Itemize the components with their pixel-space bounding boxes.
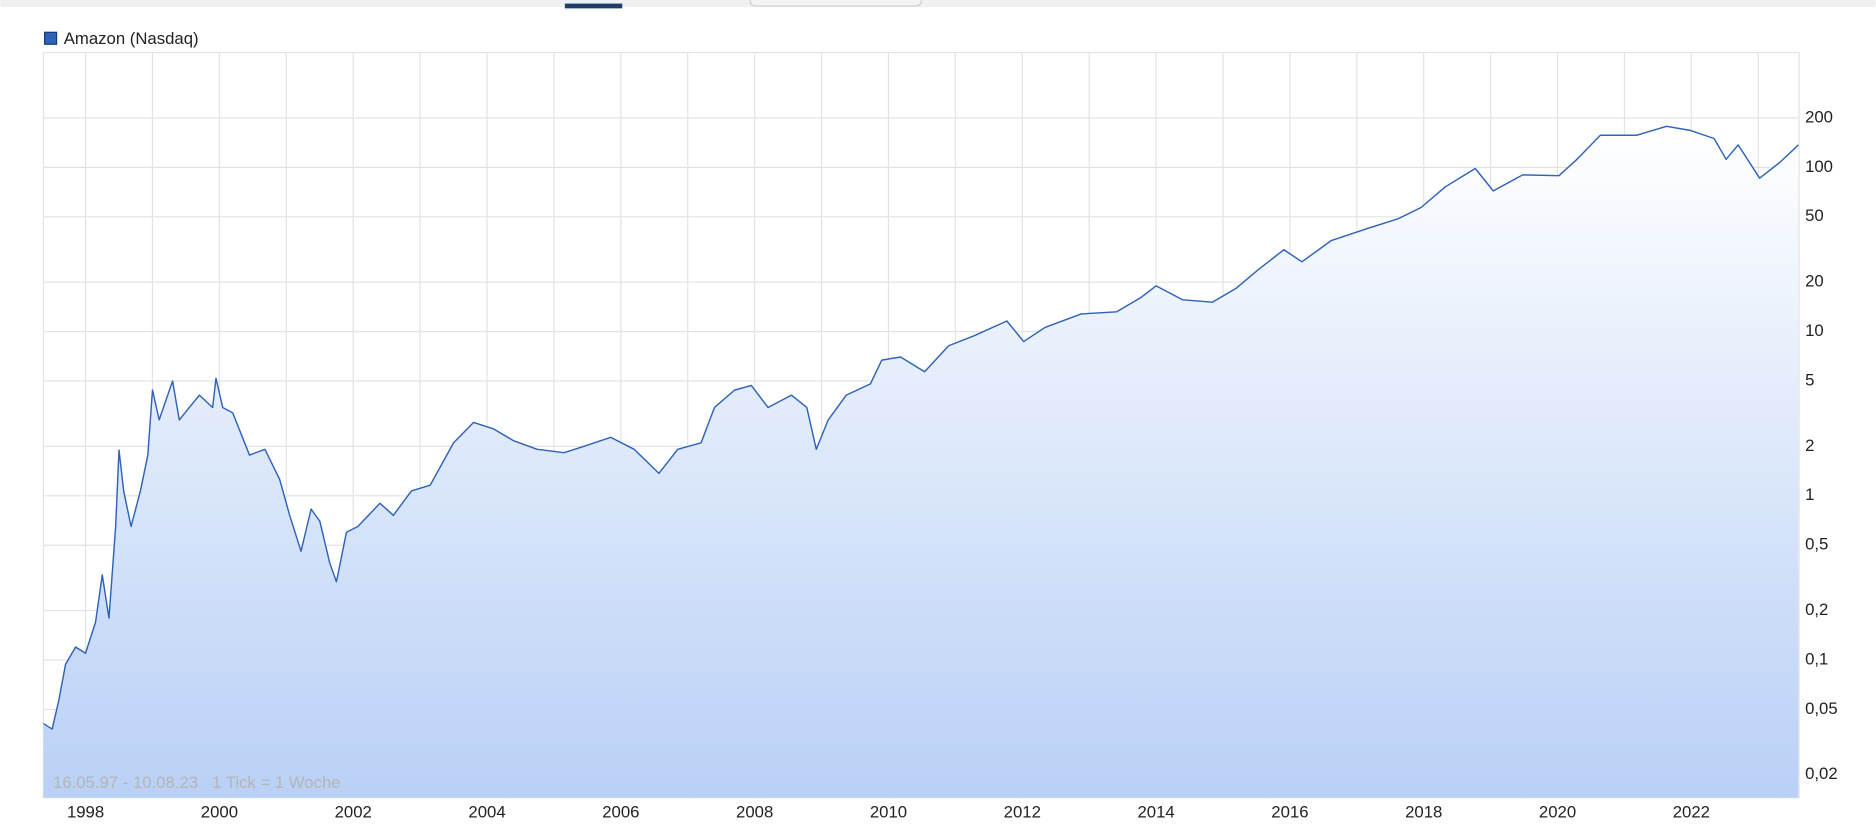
legend-swatch bbox=[44, 31, 58, 45]
area bbox=[43, 126, 1799, 798]
x-tick-label: 2004 bbox=[468, 803, 505, 822]
x-tick-label: 2016 bbox=[1271, 803, 1308, 822]
x-tick-label: 2018 bbox=[1405, 803, 1442, 822]
x-tick-label: 2010 bbox=[870, 803, 907, 822]
footnote: 16.05.97 - 10.08.23 1 Tick = 1 Woche bbox=[53, 773, 341, 792]
y-tick-label: 2 bbox=[1805, 436, 1814, 455]
y-tick-label: 0,5 bbox=[1805, 535, 1828, 554]
top-bar bbox=[0, 0, 1876, 8]
y-tick-label: 0,2 bbox=[1805, 600, 1828, 619]
y-tick-label: 0,1 bbox=[1805, 649, 1828, 668]
x-tick-label: 2006 bbox=[602, 803, 639, 822]
y-tick-label: 0,02 bbox=[1805, 764, 1838, 783]
x-tick-label: 2008 bbox=[736, 803, 773, 822]
y-tick-label: 10 bbox=[1805, 321, 1824, 340]
x-tick-label: 2014 bbox=[1137, 803, 1174, 822]
y-tick-label: 50 bbox=[1805, 206, 1824, 225]
y-tick-label: 5 bbox=[1805, 370, 1814, 389]
active-tab[interactable] bbox=[564, 3, 623, 9]
x-tick-label: 2000 bbox=[201, 803, 238, 822]
x-tick-label: 2012 bbox=[1004, 803, 1041, 822]
y-tick-label: 0,05 bbox=[1805, 699, 1838, 718]
y-tick-label: 1 bbox=[1805, 485, 1814, 504]
x-tick-label: 2002 bbox=[335, 803, 372, 822]
legend-label: Amazon (Nasdaq) bbox=[64, 29, 199, 48]
y-tick-label: 20 bbox=[1805, 272, 1824, 291]
x-tick-label: 2022 bbox=[1673, 803, 1710, 822]
line bbox=[43, 125, 1799, 730]
y-tick-label: 200 bbox=[1805, 107, 1833, 126]
x-tick-label: 2020 bbox=[1539, 803, 1576, 822]
y-tick-label: 100 bbox=[1805, 157, 1833, 176]
tab-button[interactable] bbox=[749, 0, 922, 7]
x-tick-label: 1998 bbox=[67, 803, 104, 822]
